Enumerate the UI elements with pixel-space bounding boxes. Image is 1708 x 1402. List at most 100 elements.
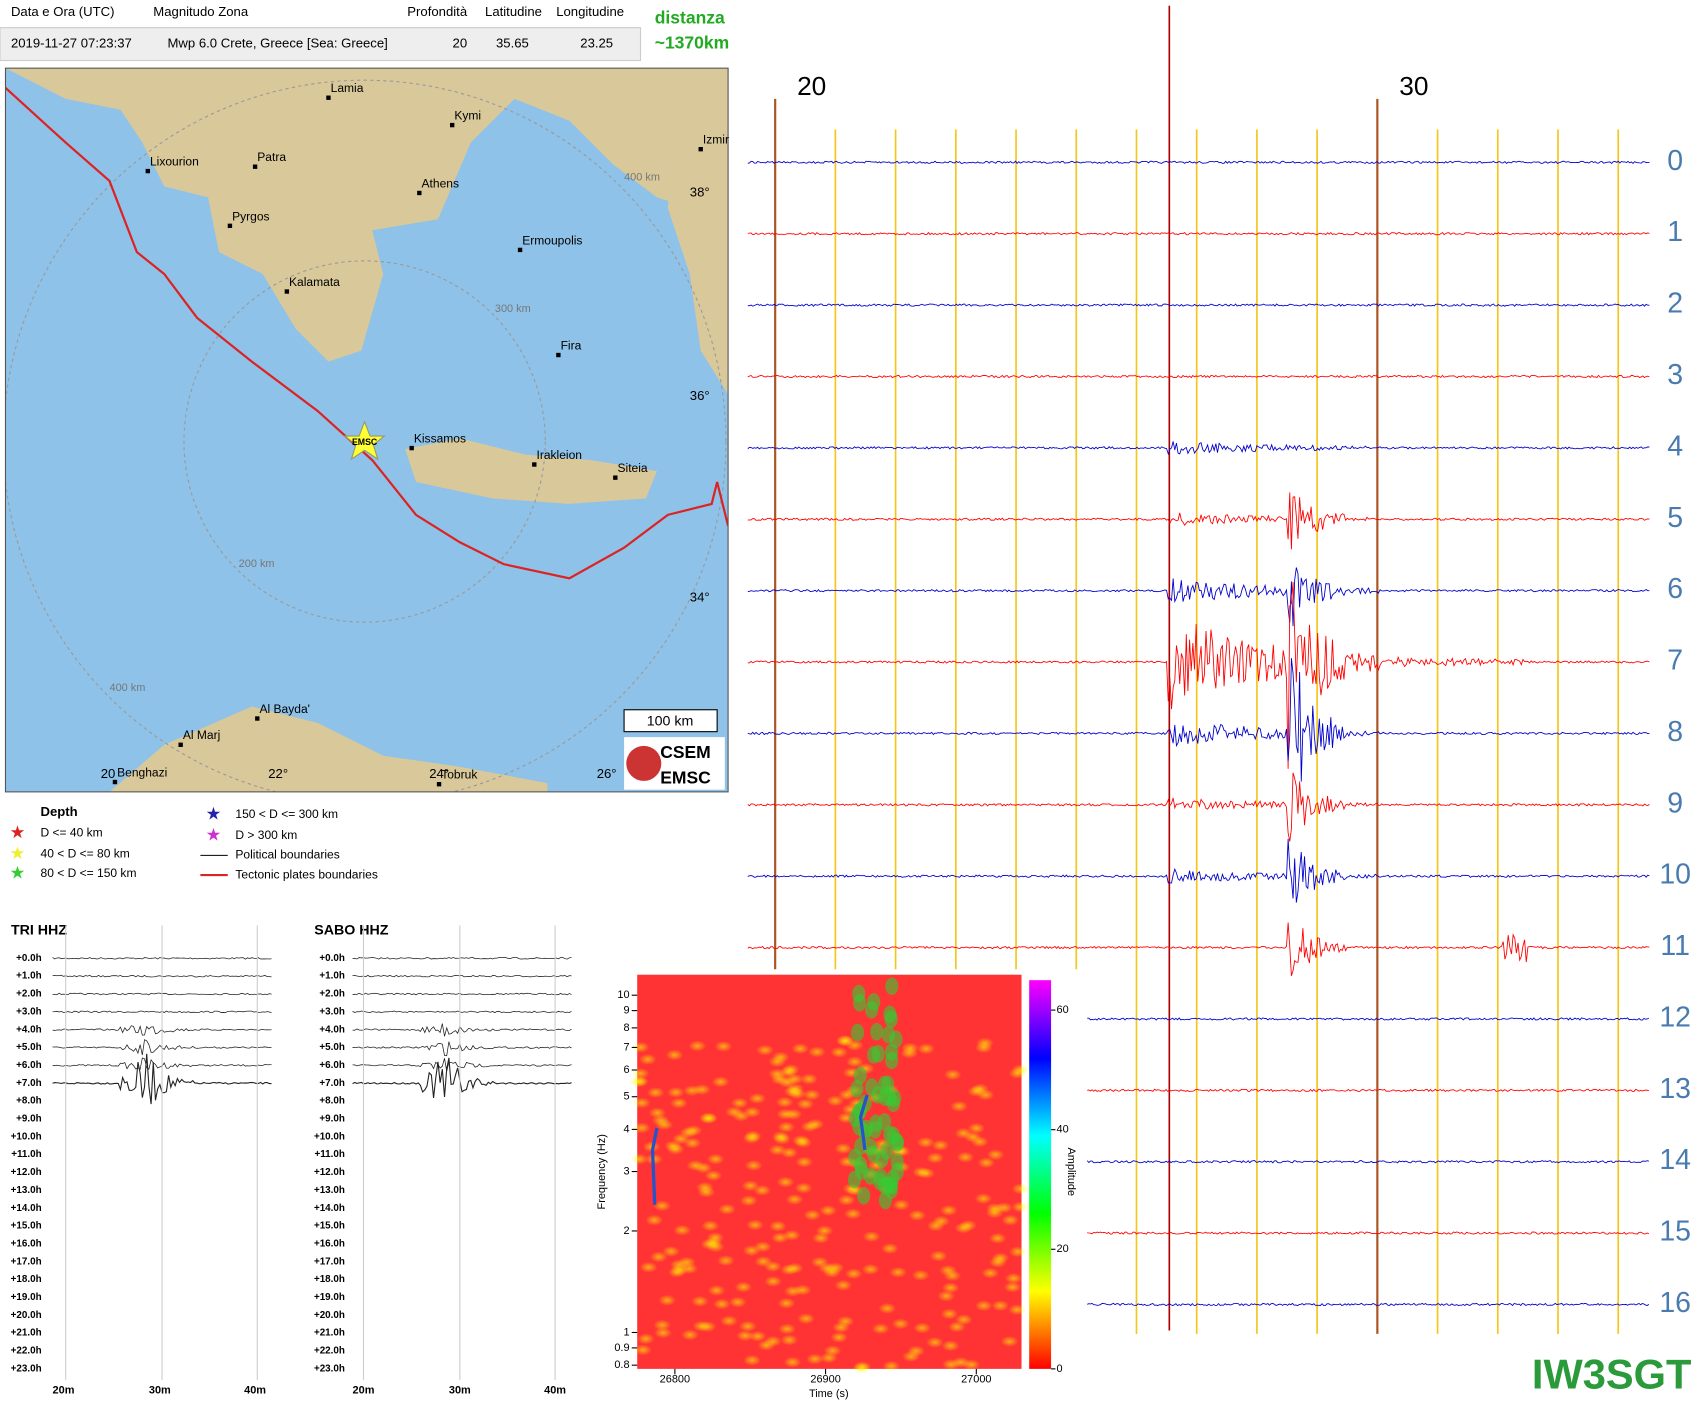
city-marker xyxy=(253,165,257,169)
legend-star: ★ xyxy=(206,803,222,823)
spectrogram-blob xyxy=(932,1216,950,1227)
spectrogram-blob xyxy=(797,1313,815,1324)
spectrogram-blob xyxy=(976,1038,994,1049)
spectrogram-blob xyxy=(854,1067,867,1085)
spectrogram-blob xyxy=(1008,1304,1026,1315)
row-label: 5 xyxy=(1667,502,1683,534)
seismic-trace xyxy=(748,568,1650,627)
distance-label: distanza xyxy=(655,8,725,28)
spectrogram-blob xyxy=(795,1183,813,1194)
spectrogram-blob xyxy=(1012,1064,1030,1075)
spectrogram-blob xyxy=(633,1097,651,1108)
spectrogram-blob xyxy=(907,1346,925,1357)
spectrogram-blob xyxy=(804,1210,822,1221)
spectrogram-blob xyxy=(670,1098,688,1109)
spectrogram-blob xyxy=(944,1270,962,1281)
hour-label: +1.0h xyxy=(16,971,41,982)
minute-label: 30m xyxy=(149,1385,171,1397)
spectrogram-blob xyxy=(883,1176,896,1194)
spectrogram-blob xyxy=(823,1267,841,1278)
spectrogram-blob xyxy=(777,1122,795,1133)
hour-label: +7.0h xyxy=(16,1078,41,1089)
spectrogram-blob xyxy=(735,1282,753,1293)
seismic-trace xyxy=(748,441,1650,453)
spectrogram-blob xyxy=(764,1276,782,1287)
spectrogram-blob xyxy=(791,1043,809,1054)
spectrogram-blob xyxy=(764,1261,782,1272)
spectrogram-blob xyxy=(780,1067,798,1078)
hour-label: +11.0h xyxy=(11,1149,41,1160)
seismic-trace xyxy=(748,922,1650,975)
hour-label: +1.0h xyxy=(319,971,344,982)
screen: Data e Ora (UTC) Magnitudo Zona Profondità… xyxy=(0,0,1708,1402)
spectrogram-blob xyxy=(834,1143,852,1154)
city-label: Kissamos xyxy=(414,432,466,446)
spectrogram-blob xyxy=(892,1318,910,1329)
spectrogram-blob xyxy=(819,1205,837,1216)
spectrogram-blob xyxy=(639,1054,657,1065)
hour-label: +20.0h xyxy=(314,1310,345,1321)
legend-item: 150 < D <= 300 km xyxy=(235,807,338,821)
spectrogram-blob xyxy=(745,1160,763,1171)
spectrogram-blob xyxy=(681,1329,699,1340)
hour-label: +22.0h xyxy=(314,1346,345,1357)
spectrogram-blob xyxy=(786,1194,804,1205)
spectrogram-blob xyxy=(917,1043,935,1054)
spectrogram-blob xyxy=(883,1361,901,1372)
x-tick-label: 26900 xyxy=(810,1374,840,1386)
spectrogram-blob xyxy=(654,1327,672,1338)
legend-item: 40 < D <= 80 km xyxy=(41,846,130,860)
spectrogram-blob xyxy=(634,1345,652,1356)
spectrogram-blob xyxy=(749,1093,767,1104)
city-label: Athens xyxy=(422,176,459,190)
minute-label: 20m xyxy=(353,1385,375,1397)
hour-label: +21.0h xyxy=(314,1328,345,1339)
spectrogram-blob xyxy=(633,1122,651,1133)
spectrogram-blob xyxy=(918,1168,936,1179)
distance-value: ~1370km xyxy=(655,33,729,53)
legend-star: ★ xyxy=(10,822,26,842)
spectrogram-blob xyxy=(844,1208,862,1219)
spectrogram-blob xyxy=(684,1138,702,1149)
legend-item: Political boundaries xyxy=(235,848,339,862)
spectrogram-blob xyxy=(640,1262,658,1273)
c-tick-label: 40 xyxy=(1057,1124,1069,1136)
spectrogram-blob xyxy=(893,1199,911,1210)
spectrogram-blob xyxy=(731,1098,749,1109)
scale-bar-label: 100 km xyxy=(647,714,694,730)
row-label: 12 xyxy=(1659,1001,1691,1033)
hour-label: +12.0h xyxy=(314,1167,345,1178)
spectrogram-blob xyxy=(797,1098,815,1109)
y-tick-label: 0.9 xyxy=(614,1342,629,1354)
spectrogram-blob xyxy=(631,1154,649,1165)
spectrogram-blob xyxy=(769,1144,787,1155)
row-label: 3 xyxy=(1667,359,1683,391)
spectrogram-blob xyxy=(707,1154,725,1165)
spectrogram-blob xyxy=(736,1330,754,1341)
spectrogram-blob xyxy=(830,1332,848,1343)
spectrogram-blob xyxy=(824,1345,842,1356)
helicorder-title: SABO HHZ xyxy=(314,923,389,939)
spectrogram-blob xyxy=(784,1357,802,1368)
hour-label: +6.0h xyxy=(319,1060,344,1071)
seismic-trace xyxy=(1087,1232,1649,1234)
hour-label: +11.0h xyxy=(314,1149,344,1160)
spectrogram-blob xyxy=(845,1268,863,1279)
spectrogram-blob xyxy=(975,1300,993,1311)
spectrogram-blob xyxy=(870,1023,883,1041)
city-label: Kymi xyxy=(454,109,481,123)
spectrogram-blob xyxy=(926,1337,944,1348)
city-marker xyxy=(409,446,413,450)
city-label: Siteia xyxy=(618,461,648,475)
lat-label: 34° xyxy=(690,590,710,605)
spectrogram-blob xyxy=(944,1069,962,1080)
spectrogram-blob xyxy=(938,1291,956,1302)
legend-star: ★ xyxy=(10,863,26,883)
row-label: 11 xyxy=(1660,930,1690,962)
row-label: 15 xyxy=(1659,1216,1691,1248)
spectrogram-blob xyxy=(786,1263,804,1274)
city-label: Al Bayda' xyxy=(259,702,309,716)
spectrogram-blob xyxy=(685,1125,703,1136)
spectrogram-blob xyxy=(702,1220,720,1231)
legend-star: ★ xyxy=(10,843,26,863)
